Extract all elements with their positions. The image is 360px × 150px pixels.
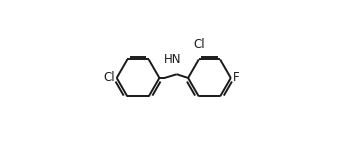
Text: Cl: Cl (193, 38, 204, 51)
Text: F: F (233, 71, 240, 84)
Text: Cl: Cl (103, 71, 115, 84)
Text: HN: HN (164, 53, 182, 66)
